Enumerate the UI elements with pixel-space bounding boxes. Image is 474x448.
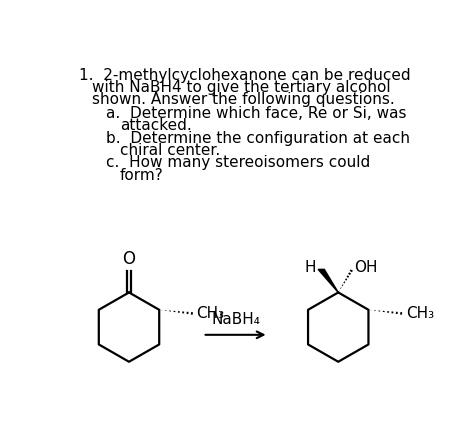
Text: 1.  2-methylcyclohexanone can be reduced: 1. 2-methylcyclohexanone can be reduced <box>79 68 410 82</box>
Text: a.  Determine which face, Re or Si, was: a. Determine which face, Re or Si, was <box>106 106 406 121</box>
Text: chiral center.: chiral center. <box>120 143 220 158</box>
Text: O: O <box>122 250 136 268</box>
Polygon shape <box>318 269 338 293</box>
Text: CH₃: CH₃ <box>406 306 434 321</box>
Text: with NaBH4 to give the tertiary alcohol: with NaBH4 to give the tertiary alcohol <box>92 80 391 95</box>
Text: NaBH₄: NaBH₄ <box>211 312 260 327</box>
Text: shown. Answer the following questions.: shown. Answer the following questions. <box>92 92 394 107</box>
Text: H: H <box>305 260 316 276</box>
Text: form?: form? <box>120 168 164 183</box>
Text: c.  How many stereoisomers could: c. How many stereoisomers could <box>106 155 370 170</box>
Text: OH: OH <box>355 259 378 275</box>
Text: CH₃: CH₃ <box>196 306 225 321</box>
Text: attacked.: attacked. <box>120 118 191 134</box>
Text: b.  Determine the configuration at each: b. Determine the configuration at each <box>106 131 410 146</box>
